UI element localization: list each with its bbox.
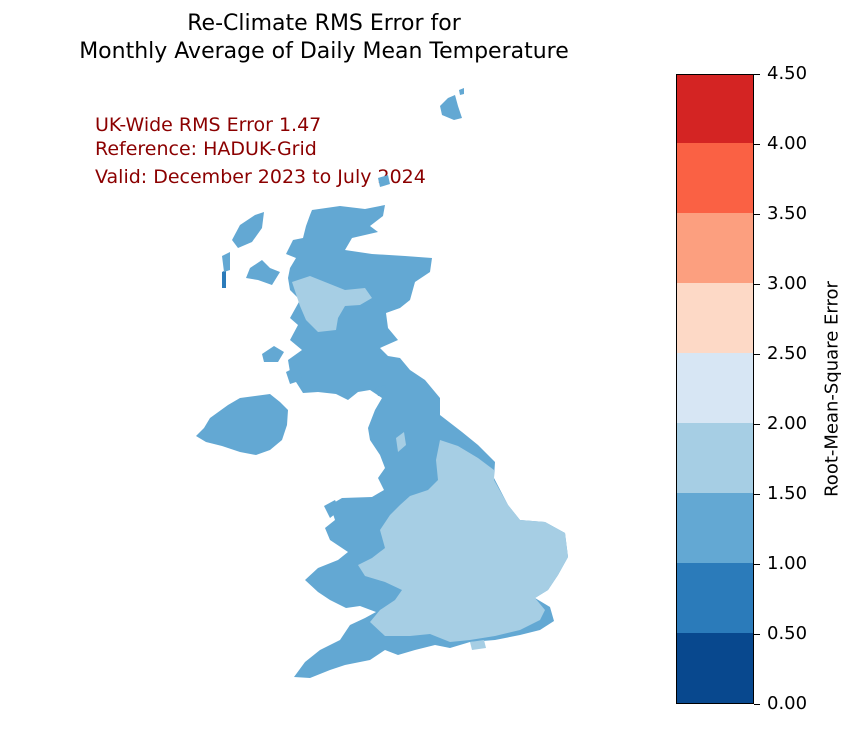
colorbar-segment — [677, 352, 753, 423]
colorbar-tick — [754, 73, 760, 75]
colorbar-segment — [677, 422, 753, 493]
colorbar-tick-label: 3.50 — [767, 203, 808, 224]
chart-title: Re-Climate RMS Error for Monthly Average… — [0, 10, 648, 66]
barra-region — [222, 252, 230, 272]
valid-period-annotation: Valid: December 2023 to July 2024 — [95, 166, 426, 188]
colorbar — [676, 74, 754, 704]
colorbar-tick — [754, 423, 760, 425]
colorbar-tick-label: 2.00 — [767, 413, 808, 434]
colorbar-tick — [754, 703, 760, 705]
colorbar-segment — [677, 632, 753, 703]
colorbar-tick — [754, 633, 760, 635]
title-line-2: Monthly Average of Daily Mean Temperatur… — [79, 39, 569, 64]
uk-wide-rms-annotation: UK-Wide RMS Error 1.47 — [95, 114, 322, 136]
colorbar-tick-label: 1.50 — [767, 483, 808, 504]
colorbar-tick-label: 4.00 — [767, 133, 808, 154]
colorbar-label: Root-Mean-Square Error — [821, 281, 843, 497]
reference-annotation: Reference: HADUK-Grid — [95, 138, 317, 160]
isle-of-wight-region — [470, 640, 486, 650]
colorbar-tick-label: 0.50 — [767, 623, 808, 644]
colorbar-tick-label: 1.00 — [767, 553, 808, 574]
lewis-region — [232, 212, 264, 248]
colorbar-segment — [677, 562, 753, 633]
colorbar-segment — [677, 75, 753, 143]
england-low-error-region — [358, 440, 568, 642]
isle-of-man-region — [375, 385, 387, 396]
colorbar-segment — [677, 492, 753, 563]
shetland-region — [440, 95, 462, 120]
colorbar-tick-label: 4.50 — [767, 63, 808, 84]
colorbar-tick — [754, 213, 760, 215]
skye-region — [246, 260, 280, 285]
colorbar-tick — [754, 143, 760, 145]
colorbar-tick — [754, 493, 760, 495]
orkney-region — [378, 175, 390, 187]
colorbar-tick-label: 3.00 — [767, 273, 808, 294]
colorbar-tick-label: 0.00 — [767, 693, 808, 714]
colorbar-tick — [754, 563, 760, 565]
colorbar-tick-label: 2.50 — [767, 343, 808, 364]
islay-region — [286, 366, 302, 384]
colorbar-tick — [754, 283, 760, 285]
northern-ireland-region — [196, 394, 288, 455]
colorbar-segment — [677, 212, 753, 283]
uist-region — [222, 270, 226, 288]
colorbar-tick — [754, 353, 760, 355]
mull-region — [262, 346, 284, 362]
shetland-north-region — [459, 88, 464, 95]
highland-low-error-region — [292, 276, 372, 332]
colorbar-segment — [677, 282, 753, 353]
colorbar-segment — [677, 142, 753, 213]
uk-map — [196, 88, 568, 678]
northern-low-error-spot — [396, 432, 406, 452]
anglesey-region — [324, 500, 340, 518]
title-line-1: Re-Climate RMS Error for — [187, 11, 461, 36]
